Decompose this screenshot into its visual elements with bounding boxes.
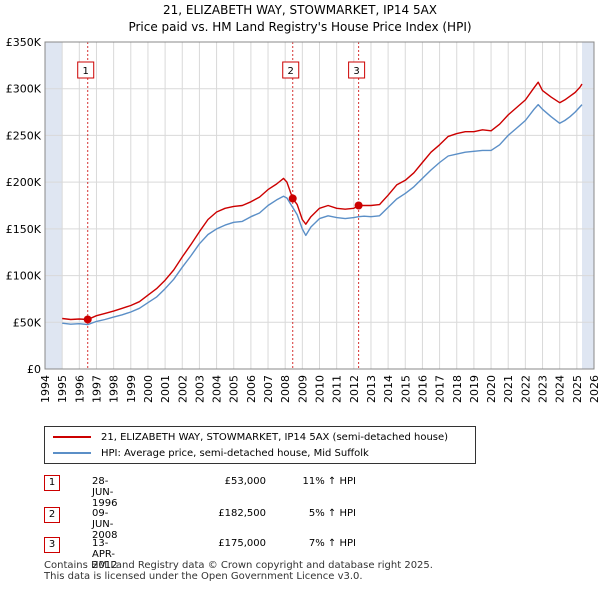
x-tick-label: 2016 — [416, 375, 429, 403]
legend-hpi-line-icon — [53, 452, 91, 454]
x-tick-label: 1999 — [125, 375, 138, 403]
y-tick-label: £50K — [13, 316, 42, 329]
y-tick-label: £350K — [6, 36, 42, 49]
sale-marker-box — [282, 61, 300, 79]
sale-marker-label: 3 — [353, 66, 359, 77]
x-tick-label: 2010 — [314, 375, 327, 403]
pre-data-shade — [45, 42, 63, 369]
legend-price-label: 21, ELIZABETH WAY, STOWMARKET, IP14 5AX … — [101, 431, 449, 443]
sale-badge: 3 — [44, 537, 60, 553]
x-tick-label: 2006 — [245, 375, 258, 403]
x-tick-label: 1994 — [39, 375, 52, 403]
chart-title: 21, ELIZABETH WAY, STOWMARKET, IP14 5AX … — [0, 2, 600, 36]
legend: 21, ELIZABETH WAY, STOWMARKET, IP14 5AX … — [44, 426, 476, 464]
x-tick-label: 2025 — [571, 375, 584, 403]
sale-hpi-diff: 5% ↑ HPI — [308, 508, 356, 519]
sale-date: 28-JUN-1996 — [92, 476, 118, 509]
legend-price-line-icon — [53, 436, 91, 438]
sale-marker-box — [77, 61, 95, 79]
chart-title-line2: Price paid vs. HM Land Registry's House … — [128, 20, 472, 34]
x-tick-label: 2015 — [399, 375, 412, 403]
x-tick-label: 2022 — [519, 375, 532, 403]
y-tick-label: £150K — [6, 223, 42, 236]
sale-badge: 1 — [44, 475, 60, 491]
chart-title-line1: 21, ELIZABETH WAY, STOWMARKET, IP14 5AX — [162, 3, 438, 17]
sale-point — [354, 201, 363, 210]
x-tick-label: 2004 — [211, 375, 224, 403]
y-tick-label: £200K — [6, 176, 42, 189]
x-tick-label: 2002 — [176, 375, 189, 403]
x-tick-label: 2013 — [365, 375, 378, 403]
sale-price: £175,000 — [218, 538, 266, 549]
legend-item-price: 21, ELIZABETH WAY, STOWMARKET, IP14 5AX … — [53, 429, 448, 445]
sale-price: £182,500 — [218, 508, 266, 519]
legend-item-hpi: HPI: Average price, semi-detached house,… — [53, 445, 369, 461]
y-tick-label: £0 — [27, 363, 41, 376]
x-tick-label: 1996 — [73, 375, 86, 403]
sale-date: 13-APR-2012 — [92, 538, 118, 571]
x-tick-label: 2017 — [434, 375, 447, 403]
sale-marker-label: 1 — [83, 66, 89, 77]
x-tick-label: 2020 — [485, 375, 498, 403]
post-data-shade — [581, 42, 594, 369]
x-tick-label: 2026 — [588, 375, 600, 403]
sale-hpi-diff: 11% ↑ HPI — [302, 476, 356, 487]
x-tick-label: 2012 — [348, 375, 361, 403]
sale-badge: 2 — [44, 507, 60, 523]
x-tick-label: 2009 — [296, 375, 309, 403]
price-series-line — [62, 81, 583, 321]
sale-marker-label: 2 — [288, 66, 294, 77]
sale-point — [83, 315, 92, 324]
sale-marker-box — [348, 61, 366, 79]
plot-frame — [44, 41, 595, 370]
x-tick-label: 2019 — [468, 375, 481, 403]
footer-licence: This data is licensed under the Open Gov… — [44, 571, 363, 582]
y-tick-label: £250K — [6, 129, 42, 142]
sale-price: £53,000 — [224, 476, 266, 487]
x-tick-label: 2000 — [142, 375, 155, 403]
x-tick-label: 2008 — [279, 375, 292, 403]
x-tick-label: 1995 — [56, 375, 69, 403]
x-tick-label: 2011 — [331, 375, 344, 403]
x-tick-label: 1998 — [108, 375, 121, 403]
x-tick-label: 2014 — [382, 375, 395, 403]
footer-copyright: Contains HM Land Registry data © Crown c… — [44, 560, 433, 571]
sale-point — [288, 194, 297, 203]
x-tick-label: 2007 — [262, 375, 275, 403]
y-tick-label: £300K — [6, 83, 42, 96]
legend-hpi-label: HPI: Average price, semi-detached house,… — [101, 447, 369, 459]
x-tick-label: 1997 — [90, 375, 103, 403]
sale-date: 09-JUN-2008 — [92, 508, 118, 541]
x-tick-label: 2005 — [228, 375, 241, 403]
x-tick-label: 2018 — [451, 375, 464, 403]
y-tick-label: £100K — [6, 270, 42, 283]
x-tick-label: 2001 — [159, 375, 172, 403]
x-tick-label: 2003 — [193, 375, 206, 403]
x-tick-label: 2024 — [554, 375, 567, 403]
price-chart: £0 £50K £100K £150K £200K £250K £300K £350K 1994… — [6, 36, 600, 403]
footer: Contains HM Land Registry data © Crown c… — [44, 560, 433, 582]
x-tick-label: 2021 — [502, 375, 515, 403]
hpi-series-line — [62, 103, 583, 326]
sale-hpi-diff: 7% ↑ HPI — [308, 538, 356, 549]
x-tick-label: 2023 — [537, 375, 550, 403]
